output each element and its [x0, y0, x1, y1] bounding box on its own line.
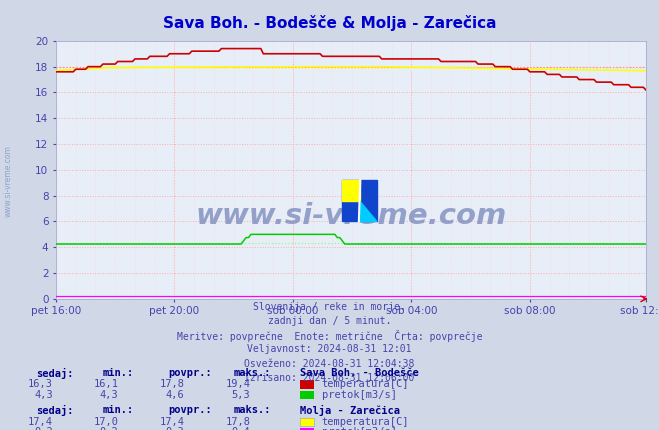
Text: Izrisano: 2024-08-31 12:06:00: Izrisano: 2024-08-31 12:06:00	[244, 373, 415, 383]
Text: maks.:: maks.:	[234, 368, 272, 378]
Text: 17,8: 17,8	[225, 417, 250, 427]
Text: 17,4: 17,4	[28, 417, 53, 427]
Text: pretok[m3/s]: pretok[m3/s]	[322, 427, 397, 430]
Text: 17,0: 17,0	[94, 417, 119, 427]
Text: 4,3: 4,3	[34, 390, 53, 400]
Text: 0,4: 0,4	[232, 427, 250, 430]
Text: www.si-vreme.com: www.si-vreme.com	[195, 202, 507, 230]
Text: min.:: min.:	[102, 368, 133, 378]
Text: pretok[m3/s]: pretok[m3/s]	[322, 390, 397, 400]
Text: povpr.:: povpr.:	[168, 368, 212, 378]
Text: Sava Boh. - Bodešče: Sava Boh. - Bodešče	[300, 368, 418, 378]
Bar	[342, 180, 360, 201]
Text: 5,3: 5,3	[232, 390, 250, 400]
Text: Osveženo: 2024-08-31 12:04:38: Osveženo: 2024-08-31 12:04:38	[244, 359, 415, 369]
Text: 16,3: 16,3	[28, 379, 53, 389]
Text: temperatura[C]: temperatura[C]	[322, 417, 409, 427]
Text: 17,8: 17,8	[159, 379, 185, 389]
Text: 0,3: 0,3	[166, 427, 185, 430]
Text: www.si-vreme.com: www.si-vreme.com	[3, 144, 13, 217]
Text: Sava Boh. - Bodešče & Molja - Zarečica: Sava Boh. - Bodešče & Molja - Zarečica	[163, 15, 496, 31]
Text: Meritve: povprečne  Enote: metrične  Črta: povprečje: Meritve: povprečne Enote: metrične Črta:…	[177, 330, 482, 342]
Text: temperatura[C]: temperatura[C]	[322, 379, 409, 389]
Text: maks.:: maks.:	[234, 405, 272, 415]
Text: 4,6: 4,6	[166, 390, 185, 400]
Text: 0,2: 0,2	[100, 427, 119, 430]
Bar	[342, 180, 377, 221]
Text: povpr.:: povpr.:	[168, 405, 212, 415]
Text: Slovenija / reke in morje.: Slovenija / reke in morje.	[253, 302, 406, 312]
Text: sedaj:: sedaj:	[36, 368, 74, 379]
Polygon shape	[360, 201, 377, 221]
Text: 17,4: 17,4	[159, 417, 185, 427]
Text: 16,1: 16,1	[94, 379, 119, 389]
Text: 4,3: 4,3	[100, 390, 119, 400]
Text: sedaj:: sedaj:	[36, 405, 74, 416]
Text: zadnji dan / 5 minut.: zadnji dan / 5 minut.	[268, 316, 391, 326]
Text: 0,2: 0,2	[34, 427, 53, 430]
Text: min.:: min.:	[102, 405, 133, 415]
Text: Molja - Zarečica: Molja - Zarečica	[300, 405, 400, 416]
Text: Veljavnost: 2024-08-31 12:01: Veljavnost: 2024-08-31 12:01	[247, 344, 412, 354]
Text: 19,4: 19,4	[225, 379, 250, 389]
